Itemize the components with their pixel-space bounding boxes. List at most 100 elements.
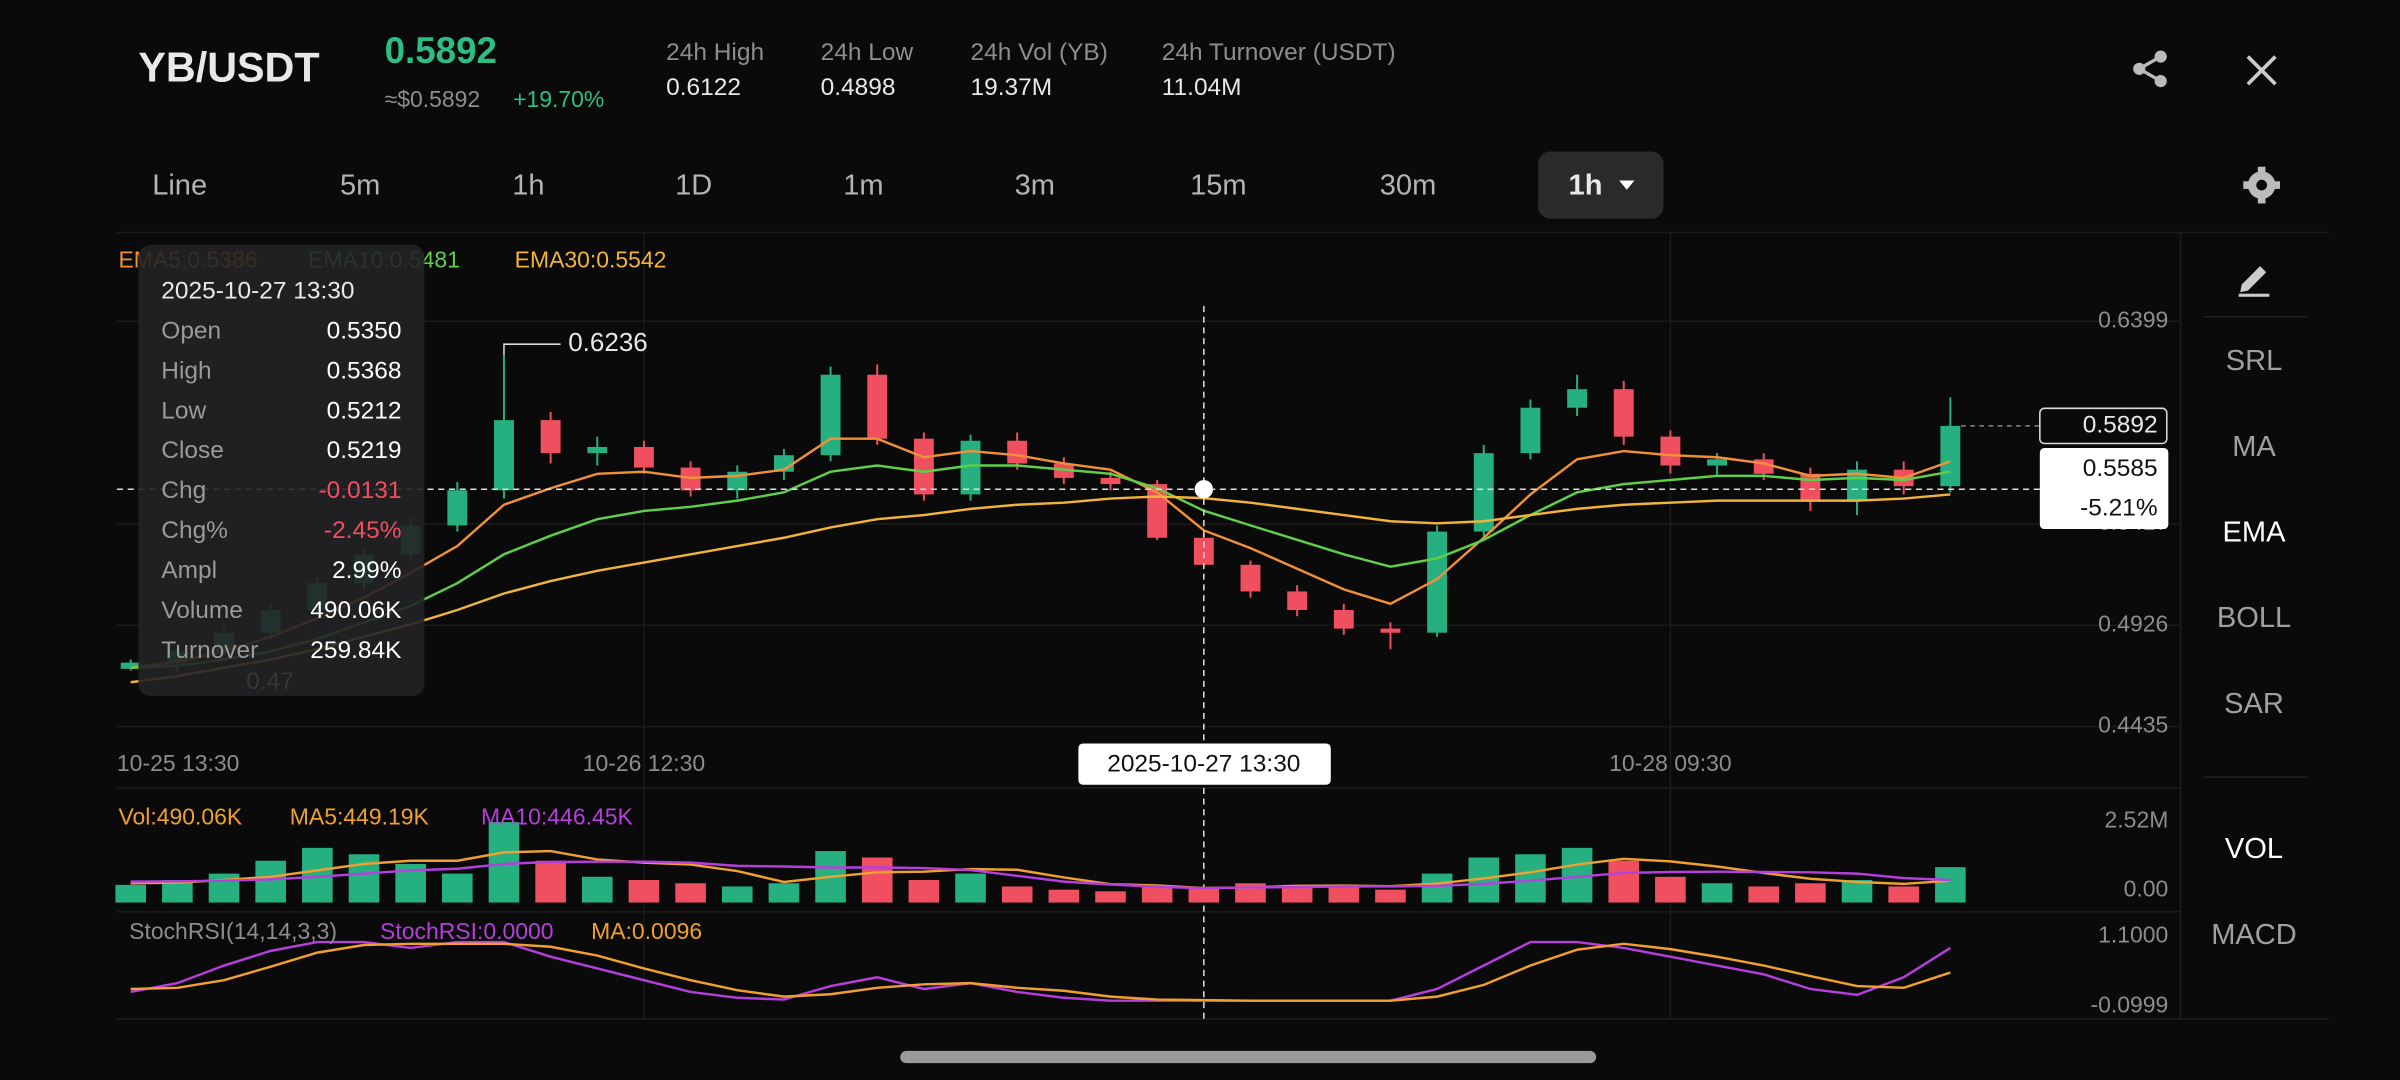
volume-bar bbox=[581, 876, 613, 903]
crosshair-dot bbox=[1194, 480, 1214, 499]
candle-body bbox=[1473, 453, 1494, 532]
ema-line bbox=[130, 437, 1951, 670]
tooltip-value: -2.45% bbox=[324, 517, 402, 544]
indicator-option[interactable]: SRL bbox=[2226, 345, 2283, 377]
tooltip-label: Ampl bbox=[161, 557, 217, 584]
stoch-series-legend: StochRSI:0.0000 bbox=[380, 918, 553, 944]
ema-line bbox=[130, 464, 1951, 670]
stoch-line bbox=[130, 942, 1951, 1002]
interval-tab[interactable]: 30m bbox=[1380, 169, 1437, 201]
tooltip-label: Chg% bbox=[161, 517, 228, 544]
volume-bar bbox=[1048, 889, 1080, 903]
approx-price: ≈$0.5892 bbox=[385, 86, 481, 112]
settings-button[interactable] bbox=[2243, 166, 2280, 204]
candle-body bbox=[1193, 537, 1214, 565]
ema-line bbox=[130, 493, 1951, 684]
volume-bar bbox=[1655, 876, 1686, 903]
pair-name: YB/USDT bbox=[138, 44, 319, 90]
candle-body bbox=[867, 374, 888, 439]
time-axis-label: 10-28 09:30 bbox=[1609, 750, 1731, 776]
last-price-label: 0.5892 bbox=[2083, 411, 2158, 438]
share-button[interactable] bbox=[2133, 50, 2167, 88]
interval-tab[interactable]: 1h bbox=[512, 169, 544, 201]
volume-bar bbox=[1515, 854, 1546, 903]
volume-bar bbox=[628, 880, 660, 903]
interval-tab[interactable]: 1D bbox=[675, 169, 712, 201]
stat-label: 24h Turnover (USDT) bbox=[1162, 39, 1396, 66]
stat-label: 24h High bbox=[666, 39, 764, 66]
volume-bar bbox=[1795, 883, 1826, 903]
interval-tab[interactable]: Line bbox=[152, 169, 207, 201]
candle-body bbox=[587, 446, 608, 454]
candle-body bbox=[1240, 564, 1261, 592]
volume-bar bbox=[1841, 880, 1873, 903]
crosshair-price-box bbox=[2039, 447, 2169, 530]
candle-body bbox=[1333, 610, 1354, 629]
close-button[interactable] bbox=[2246, 55, 2277, 86]
indicator-option[interactable]: SAR bbox=[2224, 688, 2284, 720]
volume-bar bbox=[208, 873, 240, 903]
candle-body bbox=[540, 420, 561, 454]
interval-tab[interactable]: 5m bbox=[340, 169, 380, 201]
volume-bar bbox=[1001, 886, 1033, 903]
price-change: +19.70% bbox=[513, 86, 604, 112]
time-axis-label: 10-25 13:30 bbox=[117, 750, 239, 776]
active-interval-box[interactable] bbox=[1538, 151, 1664, 219]
tooltip-value: 0.5368 bbox=[327, 357, 402, 384]
tooltip-box bbox=[138, 244, 425, 697]
indicator-option[interactable]: EMA bbox=[2223, 517, 2287, 549]
volume-bar bbox=[348, 854, 380, 903]
volume-ma-line bbox=[130, 860, 1951, 890]
volume-bar bbox=[1701, 883, 1733, 903]
volume-ma-legend: MA10:446.45K bbox=[481, 803, 633, 829]
indicator-option[interactable]: MA bbox=[2232, 431, 2276, 463]
volume-bar bbox=[1095, 891, 1126, 903]
candle-body bbox=[1940, 425, 1961, 487]
tooltip-label: High bbox=[161, 357, 211, 384]
stoch-axis-label: 1.1000 bbox=[2098, 921, 2168, 947]
candle-body bbox=[1520, 407, 1541, 454]
stat-value: 0.4898 bbox=[821, 74, 896, 101]
stat-label: 24h Vol (YB) bbox=[971, 39, 1108, 66]
volume-ma-legend: MA5:449.19K bbox=[290, 803, 430, 829]
high-annotation: 0.6236 bbox=[568, 327, 648, 357]
active-interval[interactable]: 1h bbox=[1569, 169, 1603, 201]
volume-bar bbox=[1608, 860, 1640, 903]
tooltip-label: Chg bbox=[161, 477, 206, 504]
candle-body bbox=[120, 662, 141, 669]
candle-body bbox=[1380, 628, 1401, 633]
candle-body bbox=[1660, 436, 1681, 466]
volume-bar bbox=[1888, 886, 1919, 903]
indicator-option[interactable]: BOLL bbox=[2217, 602, 2291, 634]
tooltip-label: Volume bbox=[161, 597, 243, 624]
volume-bar bbox=[162, 880, 193, 903]
volume-bar bbox=[1328, 886, 1360, 903]
interval-tab[interactable]: 15m bbox=[1190, 169, 1247, 201]
stat-value: 11.04M bbox=[1162, 74, 1242, 101]
volume-bar bbox=[255, 860, 286, 903]
candle-body bbox=[1567, 389, 1588, 408]
stat-label: 24h Low bbox=[821, 39, 914, 66]
volume-bar bbox=[442, 873, 473, 903]
candle-body bbox=[1287, 591, 1308, 611]
sub-indicator-option[interactable]: VOL bbox=[2225, 833, 2283, 865]
volume-bar bbox=[1141, 886, 1173, 903]
draw-tool-button[interactable] bbox=[2238, 266, 2270, 297]
volume-ma-line bbox=[130, 849, 1951, 890]
tooltip-value: 0.5219 bbox=[327, 437, 402, 464]
candle-body bbox=[1707, 459, 1727, 466]
interval-tab[interactable]: 1m bbox=[843, 169, 883, 201]
tooltip-label: Low bbox=[161, 397, 206, 424]
tooltip-value: 0.5350 bbox=[327, 317, 402, 344]
home-indicator bbox=[900, 1050, 1597, 1064]
stoch-legend: StochRSI(14,14,3,3) bbox=[129, 918, 337, 944]
crosshair-date: 2025-10-27 13:30 bbox=[1107, 750, 1300, 777]
candle-body bbox=[447, 490, 468, 526]
price-axis-label: 0.6399 bbox=[2098, 306, 2168, 332]
stoch-series-legend: MA:0.0096 bbox=[591, 918, 702, 944]
volume-bar bbox=[1421, 873, 1453, 903]
tooltip-value: 0.5212 bbox=[327, 397, 402, 424]
sub-indicator-option[interactable]: MACD bbox=[2211, 919, 2297, 951]
interval-tab[interactable]: 3m bbox=[1015, 169, 1055, 201]
